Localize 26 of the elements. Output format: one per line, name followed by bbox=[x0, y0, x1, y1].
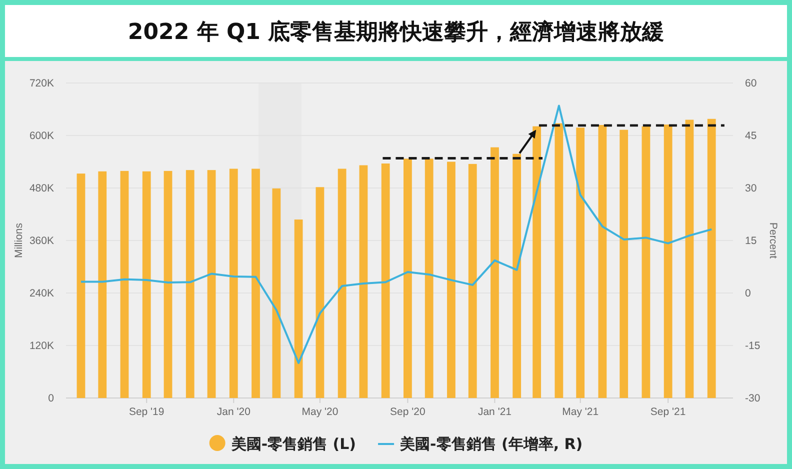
x-tick-label: May '21 bbox=[562, 406, 599, 418]
x-tick-label: Jan '21 bbox=[478, 406, 512, 418]
y-tick-label: 720K bbox=[29, 78, 54, 90]
y2-tick-label: 30 bbox=[745, 182, 757, 194]
y-axis-title: Millions bbox=[13, 222, 25, 258]
y-tick-label: 480K bbox=[29, 182, 54, 194]
y2-tick-label: 15 bbox=[745, 235, 757, 247]
legend-label: 美國-零售銷售 (年增率, R) bbox=[399, 435, 583, 453]
y-tick-label: 600K bbox=[29, 130, 54, 142]
legend-label: 美國-零售銷售 (L) bbox=[230, 435, 356, 453]
y2-tick-label: 60 bbox=[745, 78, 757, 90]
y2-tick-label: -15 bbox=[745, 340, 760, 352]
x-tick-label: Sep '20 bbox=[390, 406, 426, 418]
title: 2022 年 Q1 底零售基期將快速攀升，經濟增速將放緩 bbox=[128, 20, 664, 45]
x-tick-label: Jan '20 bbox=[216, 406, 251, 418]
y-tick-label: 360K bbox=[29, 235, 54, 247]
x-tick-label: May '20 bbox=[302, 406, 338, 418]
x-tick-label: Sep '19 bbox=[128, 406, 164, 418]
x-tick-label: Sep '21 bbox=[650, 406, 686, 418]
y2-tick-label: 0 bbox=[745, 288, 751, 300]
y-tick-label: 120K bbox=[29, 340, 54, 352]
y2-axis-title: Percent bbox=[767, 222, 779, 259]
y2-tick-label: 45 bbox=[745, 130, 757, 142]
y2-tick-label: -30 bbox=[745, 392, 760, 404]
y-tick-label: 0 bbox=[48, 392, 54, 404]
y-tick-label: 240K bbox=[29, 288, 54, 300]
